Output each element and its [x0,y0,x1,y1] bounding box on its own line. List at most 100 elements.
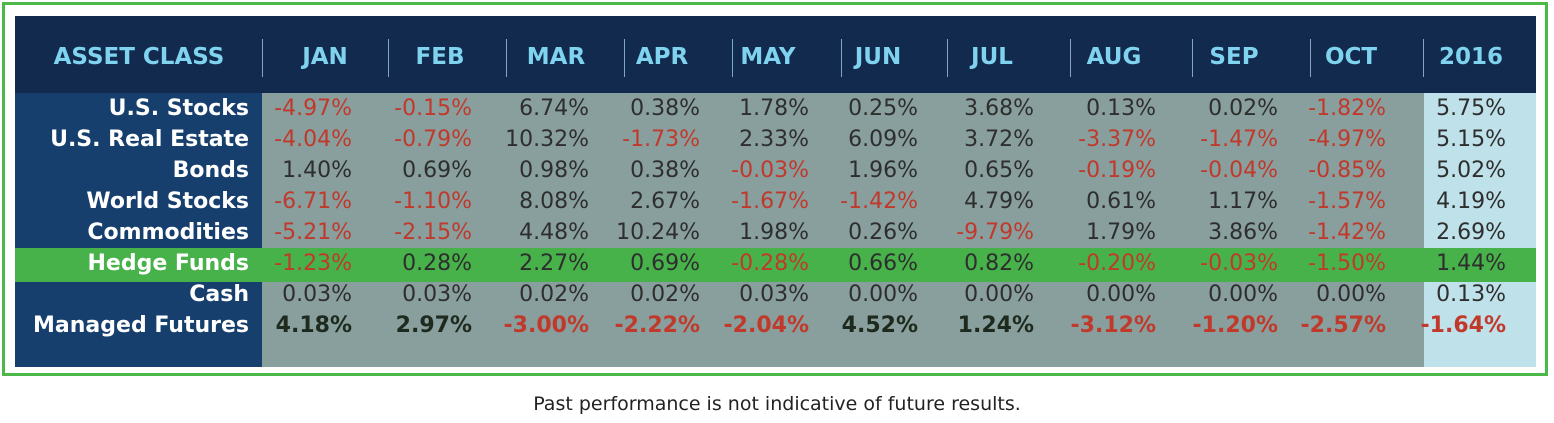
row-labels-panel [15,93,262,367]
row-label: Commodities [87,220,249,245]
table-cell: -4.04% [274,127,352,152]
table-cell: 1.24% [957,313,1034,338]
header-divider [388,39,389,77]
table-cell: -1.64% [1420,313,1506,338]
table-cell: 1.79% [1086,220,1156,245]
table-cell: 2.97% [395,313,472,338]
table-cell: 0.26% [848,220,918,245]
table-cell: -1.82% [1308,96,1386,121]
table-cell: 4.18% [275,313,352,338]
header-divider [841,39,842,77]
table-cell: -1.57% [1308,189,1386,214]
row-label: Managed Futures [33,313,249,338]
header-divider [1070,39,1071,77]
table-cell: 6.74% [519,96,589,121]
table-cell: 3.68% [964,96,1034,121]
table-cell: 5.02% [1436,158,1506,183]
table-cell: -3.00% [503,313,589,338]
row-label: Bonds [172,158,249,183]
table-cell: 0.25% [848,96,918,121]
table-cell: -1.20% [1192,313,1278,338]
table-cell: 0.38% [630,158,700,183]
table-cell: 4.79% [964,189,1034,214]
header-divider [624,39,625,77]
table-cell: 1.44% [1436,251,1506,276]
table-cell: 1.96% [848,158,918,183]
year-values-panel [1424,93,1536,367]
table-cell: -2.15% [394,220,472,245]
header-divider [732,39,733,77]
table-cell: 0.02% [1208,96,1278,121]
table-cell: 6.09% [848,127,918,152]
table-cell: 2.27% [519,251,589,276]
header-mar: MAR [526,44,586,70]
table-cell: 0.82% [964,251,1034,276]
header-divider [1423,39,1424,77]
header-jun: JUN [854,44,902,70]
table-cell: -1.67% [731,189,809,214]
table-cell: 2.69% [1436,220,1506,245]
table-cell: 0.03% [402,282,472,307]
table-cell: 0.00% [1086,282,1156,307]
table-cell: 3.86% [1208,220,1278,245]
header-2016: 2016 [1438,44,1503,70]
header-may: MAY [740,44,796,70]
row-label: World Stocks [86,189,249,214]
table-cell: -3.37% [1078,127,1156,152]
table-cell: -0.20% [1078,251,1156,276]
table-cell: 0.03% [739,282,809,307]
table-cell: 0.02% [630,282,700,307]
table-cell: -1.42% [840,189,918,214]
table-cell: -0.03% [731,158,809,183]
row-label: Hedge Funds [87,251,249,276]
table-frame [2,2,1548,376]
table-cell: -9.79% [956,220,1034,245]
table-cell: 4.52% [841,313,918,338]
table-cell: 8.08% [519,189,589,214]
header-aug: AUG [1086,44,1142,70]
table-cell: -1.50% [1308,251,1386,276]
table-cell: 0.66% [848,251,918,276]
table-cell: 2.33% [739,127,809,152]
table-cell: -5.21% [274,220,352,245]
table-cell: 0.38% [630,96,700,121]
table-cell: -4.97% [1308,127,1386,152]
table-cell: -0.19% [1078,158,1156,183]
table-cell: 4.19% [1436,189,1506,214]
table-cell: -1.42% [1308,220,1386,245]
table-cell: -1.73% [622,127,700,152]
header-divider [506,39,507,77]
table-cell: 0.03% [282,282,352,307]
row-label: U.S. Real Estate [50,127,249,152]
table-cell: 1.78% [739,96,809,121]
monthly-values-panel [262,93,1424,367]
table-cell: 0.61% [1086,189,1156,214]
header-jul: JUL [971,44,1013,70]
table-cell: -0.79% [394,127,472,152]
table-cell: -0.85% [1308,158,1386,183]
highlight-row-bar [15,248,1536,282]
table-cell: -0.04% [1200,158,1278,183]
table-cell: 0.13% [1086,96,1156,121]
header-oct: OCT [1324,44,1378,70]
table-cell: 3.72% [964,127,1034,152]
table-cell: 4.48% [519,220,589,245]
table-cell: 0.98% [519,158,589,183]
table-cell: 1.98% [739,220,809,245]
table-header [15,16,1536,93]
table-cell: 1.40% [282,158,352,183]
table-cell: 0.13% [1436,282,1506,307]
table-cell: 10.24% [616,220,700,245]
table-cell: 0.65% [964,158,1034,183]
footnote: Past performance is not indicative of fu… [533,393,1021,415]
row-label: U.S. Stocks [108,96,249,121]
header-divider [262,39,263,77]
table-cell: -2.22% [614,313,700,338]
table-cell: -3.12% [1070,313,1156,338]
table-cell: 0.28% [402,251,472,276]
table-cell: 0.69% [402,158,472,183]
table-cell: -2.04% [723,313,809,338]
table-cell: 0.00% [1208,282,1278,307]
table-cell: -1.10% [394,189,472,214]
header-sep: SEP [1209,44,1259,70]
